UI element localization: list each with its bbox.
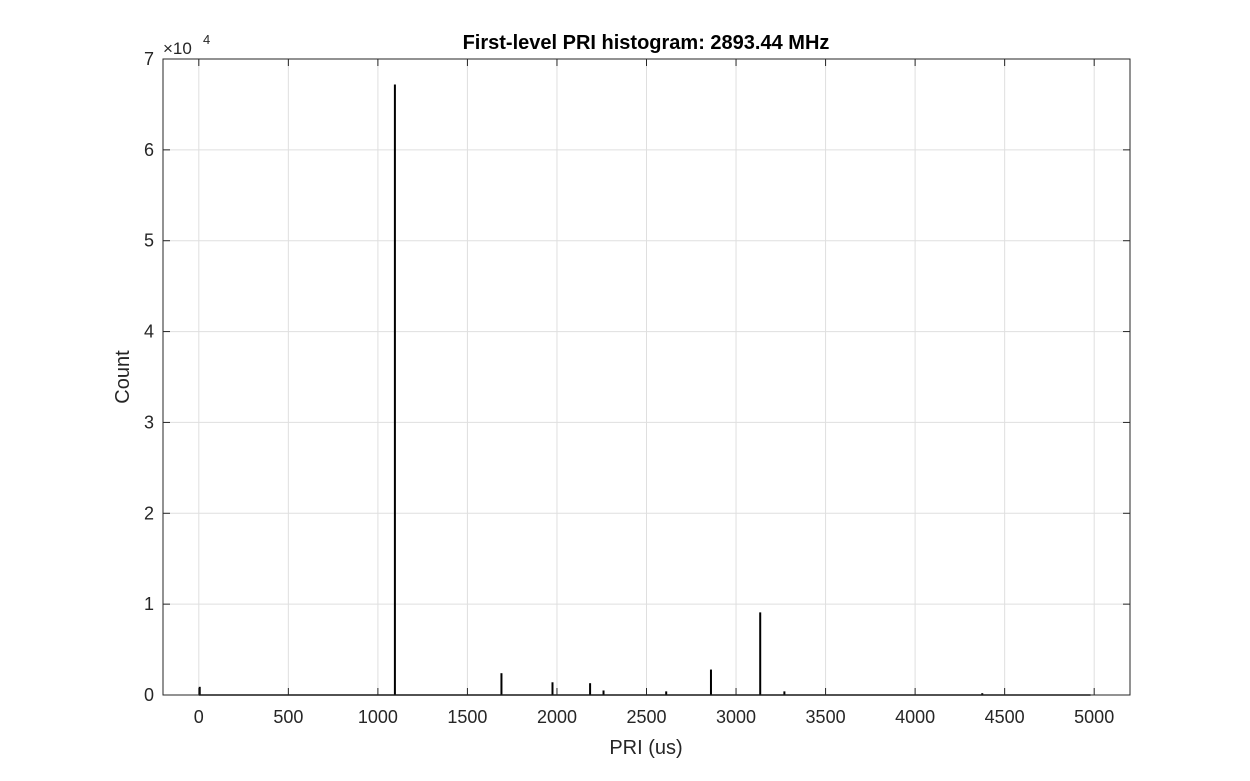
y-tick-labels: 0 1 2 3 4 5 6 7: [144, 49, 154, 705]
x-tick-label: 1000: [358, 707, 398, 727]
x-tick-label: 0: [194, 707, 204, 727]
x-tick-label: 3000: [716, 707, 756, 727]
y-tick-label: 0: [144, 685, 154, 705]
y-axis-label: Count: [112, 350, 134, 404]
y-tick-label: 4: [144, 322, 154, 342]
y-tick-label: 6: [144, 140, 154, 160]
x-axis-label: PRI (us): [609, 737, 682, 759]
y-exponent-power: 4: [203, 32, 210, 47]
y-tick-label: 7: [144, 49, 154, 69]
x-tick-label: 2000: [537, 707, 577, 727]
x-tick-label: 2500: [626, 707, 666, 727]
x-tick-label: 3500: [806, 707, 846, 727]
y-tick-label: 1: [144, 594, 154, 614]
x-tick-label: 4000: [895, 707, 935, 727]
x-tick-label: 5000: [1074, 707, 1114, 727]
y-exponent-base: ×10: [163, 39, 192, 58]
y-tick-label: 2: [144, 503, 154, 523]
x-tick-labels: 0 500 1000 1500 2000 2500 3000 3500 4000 4500 5000: [194, 707, 1114, 727]
x-tick-label: 1500: [447, 707, 487, 727]
y-tick-label: 3: [144, 412, 154, 432]
y-tick-label: 5: [144, 231, 154, 251]
x-tick-label: 4500: [985, 707, 1025, 727]
axes-box: [162, 58, 1131, 696]
x-tick-label: 500: [273, 707, 303, 727]
chart-title: First-level PRI histogram: 2893.44 MHz: [463, 32, 830, 54]
